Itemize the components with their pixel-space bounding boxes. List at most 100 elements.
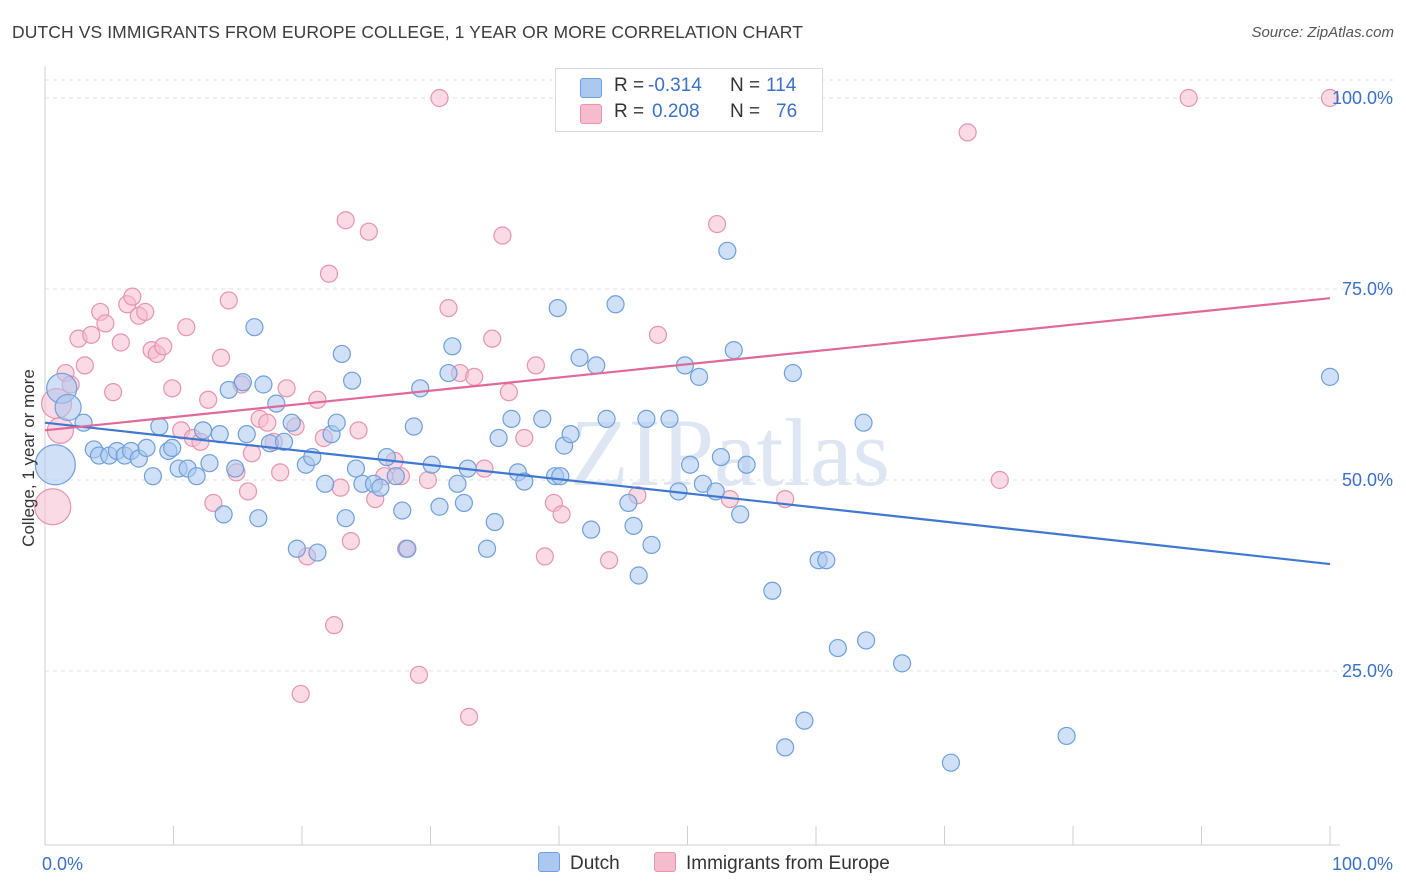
n-label: N =	[730, 75, 761, 96]
immigrants-point	[459, 707, 479, 726]
dutch-point	[316, 474, 335, 493]
chart-title: DUTCH VS IMMIGRANTS FROM EUROPE COLLEGE,…	[12, 22, 804, 42]
immigrants-point	[163, 379, 182, 398]
y-axis-label: College, 1 year or more	[19, 369, 38, 547]
dutch-point	[624, 516, 643, 535]
dutch-point	[219, 380, 238, 399]
dutch-point	[660, 409, 679, 428]
dutch-point	[711, 447, 731, 467]
y-tick-label: 50.0%	[1342, 470, 1393, 490]
dutch-point	[941, 753, 961, 772]
immigrants-point	[238, 482, 258, 501]
dutch-point	[371, 478, 390, 497]
immigrants-point	[483, 329, 502, 348]
n-label: N =	[730, 101, 761, 122]
immigrants-point	[1179, 88, 1198, 108]
immigrants-point	[34, 488, 72, 526]
dutch-point	[489, 428, 508, 448]
immigrants-point	[439, 299, 458, 318]
immigrants-point	[82, 325, 101, 344]
dutch-point	[398, 539, 417, 558]
immigrants-swatch	[654, 852, 676, 872]
dutch-point	[214, 505, 233, 524]
dutch-point	[551, 467, 570, 486]
y-tick-label: 100.0%	[1332, 88, 1393, 108]
dutch-point	[308, 543, 327, 562]
dutch-point	[828, 638, 847, 658]
immigrants-point	[308, 390, 327, 409]
dutch-point	[226, 459, 245, 478]
trend-lines	[44, 297, 1331, 566]
immigrants-swatch	[580, 104, 602, 124]
dutch-point	[561, 425, 580, 444]
dutch-point	[795, 711, 814, 730]
immigrants-legend-label: Immigrants from Europe	[686, 853, 890, 874]
immigrants-point	[1320, 88, 1340, 108]
watermark: ZIPatlas	[570, 399, 890, 506]
immigrants-point	[242, 444, 261, 463]
immigrants-point	[211, 348, 231, 367]
dutch-n-value: 114	[766, 75, 797, 96]
dutch-point	[731, 505, 750, 524]
dutch-point	[332, 344, 351, 364]
immigrants-point	[409, 665, 429, 684]
immigrants-point	[75, 356, 94, 375]
dutch-point	[245, 318, 264, 337]
dutch-point	[892, 654, 912, 673]
immigrants-point	[258, 413, 277, 432]
dutch-point	[346, 459, 366, 478]
immigrants-point	[341, 532, 360, 551]
immigrants-point	[535, 547, 554, 566]
immigrants-point	[219, 291, 238, 310]
dutch-point	[377, 447, 396, 467]
immigrants-point	[331, 478, 350, 497]
dutch-point	[267, 394, 286, 413]
dutch-trend-line	[44, 421, 1331, 566]
dutch-point	[619, 493, 638, 513]
dutch-point	[233, 373, 252, 392]
x-tick-label: 0.0%	[42, 854, 83, 874]
immigrants-point	[319, 264, 339, 283]
dutch-point	[502, 409, 521, 428]
immigrants-r-value: 0.208	[652, 101, 700, 122]
dutch-point	[411, 379, 430, 398]
immigrants-point	[493, 226, 512, 245]
immigrants-point	[990, 470, 1009, 490]
dutch-point	[448, 474, 467, 493]
dutch-point	[1320, 367, 1340, 386]
immigrants-point	[271, 463, 290, 482]
dutch-swatch	[538, 852, 560, 872]
source-label: Source: ZipAtlas.com	[1251, 24, 1394, 41]
immigrants-point	[359, 222, 378, 241]
dutch-point	[718, 241, 737, 260]
immigrants-point	[958, 123, 977, 142]
r-label: R =	[614, 75, 645, 96]
dutch-point	[34, 444, 76, 486]
dutch-point	[582, 520, 601, 539]
dutch-point	[237, 425, 256, 444]
r-label: R =	[614, 101, 645, 122]
dutch-point	[193, 421, 213, 440]
dutch-point	[642, 535, 661, 555]
immigrants-point	[552, 505, 571, 524]
immigrants-point	[123, 287, 142, 306]
dutch-point	[150, 417, 169, 436]
immigrants-point	[96, 314, 115, 333]
immigrants-point	[199, 390, 218, 409]
dutch-point	[724, 341, 743, 360]
dutch-point	[249, 509, 268, 528]
x-tick-labels: 0.0% 100.0%	[42, 854, 1393, 874]
immigrants-point	[648, 325, 668, 344]
dutch-point	[854, 413, 873, 432]
dutch-point	[515, 472, 534, 491]
dutch-point	[343, 371, 362, 390]
y-tick-label: 75.0%	[1342, 279, 1393, 299]
dutch-point	[680, 455, 700, 474]
immigrants-point	[465, 367, 484, 386]
dutch-point	[606, 295, 625, 314]
dutch-r-value: -0.314	[648, 75, 702, 96]
immigrants-point	[204, 493, 223, 513]
immigrants-point	[104, 383, 123, 402]
dutch-point	[327, 413, 346, 432]
